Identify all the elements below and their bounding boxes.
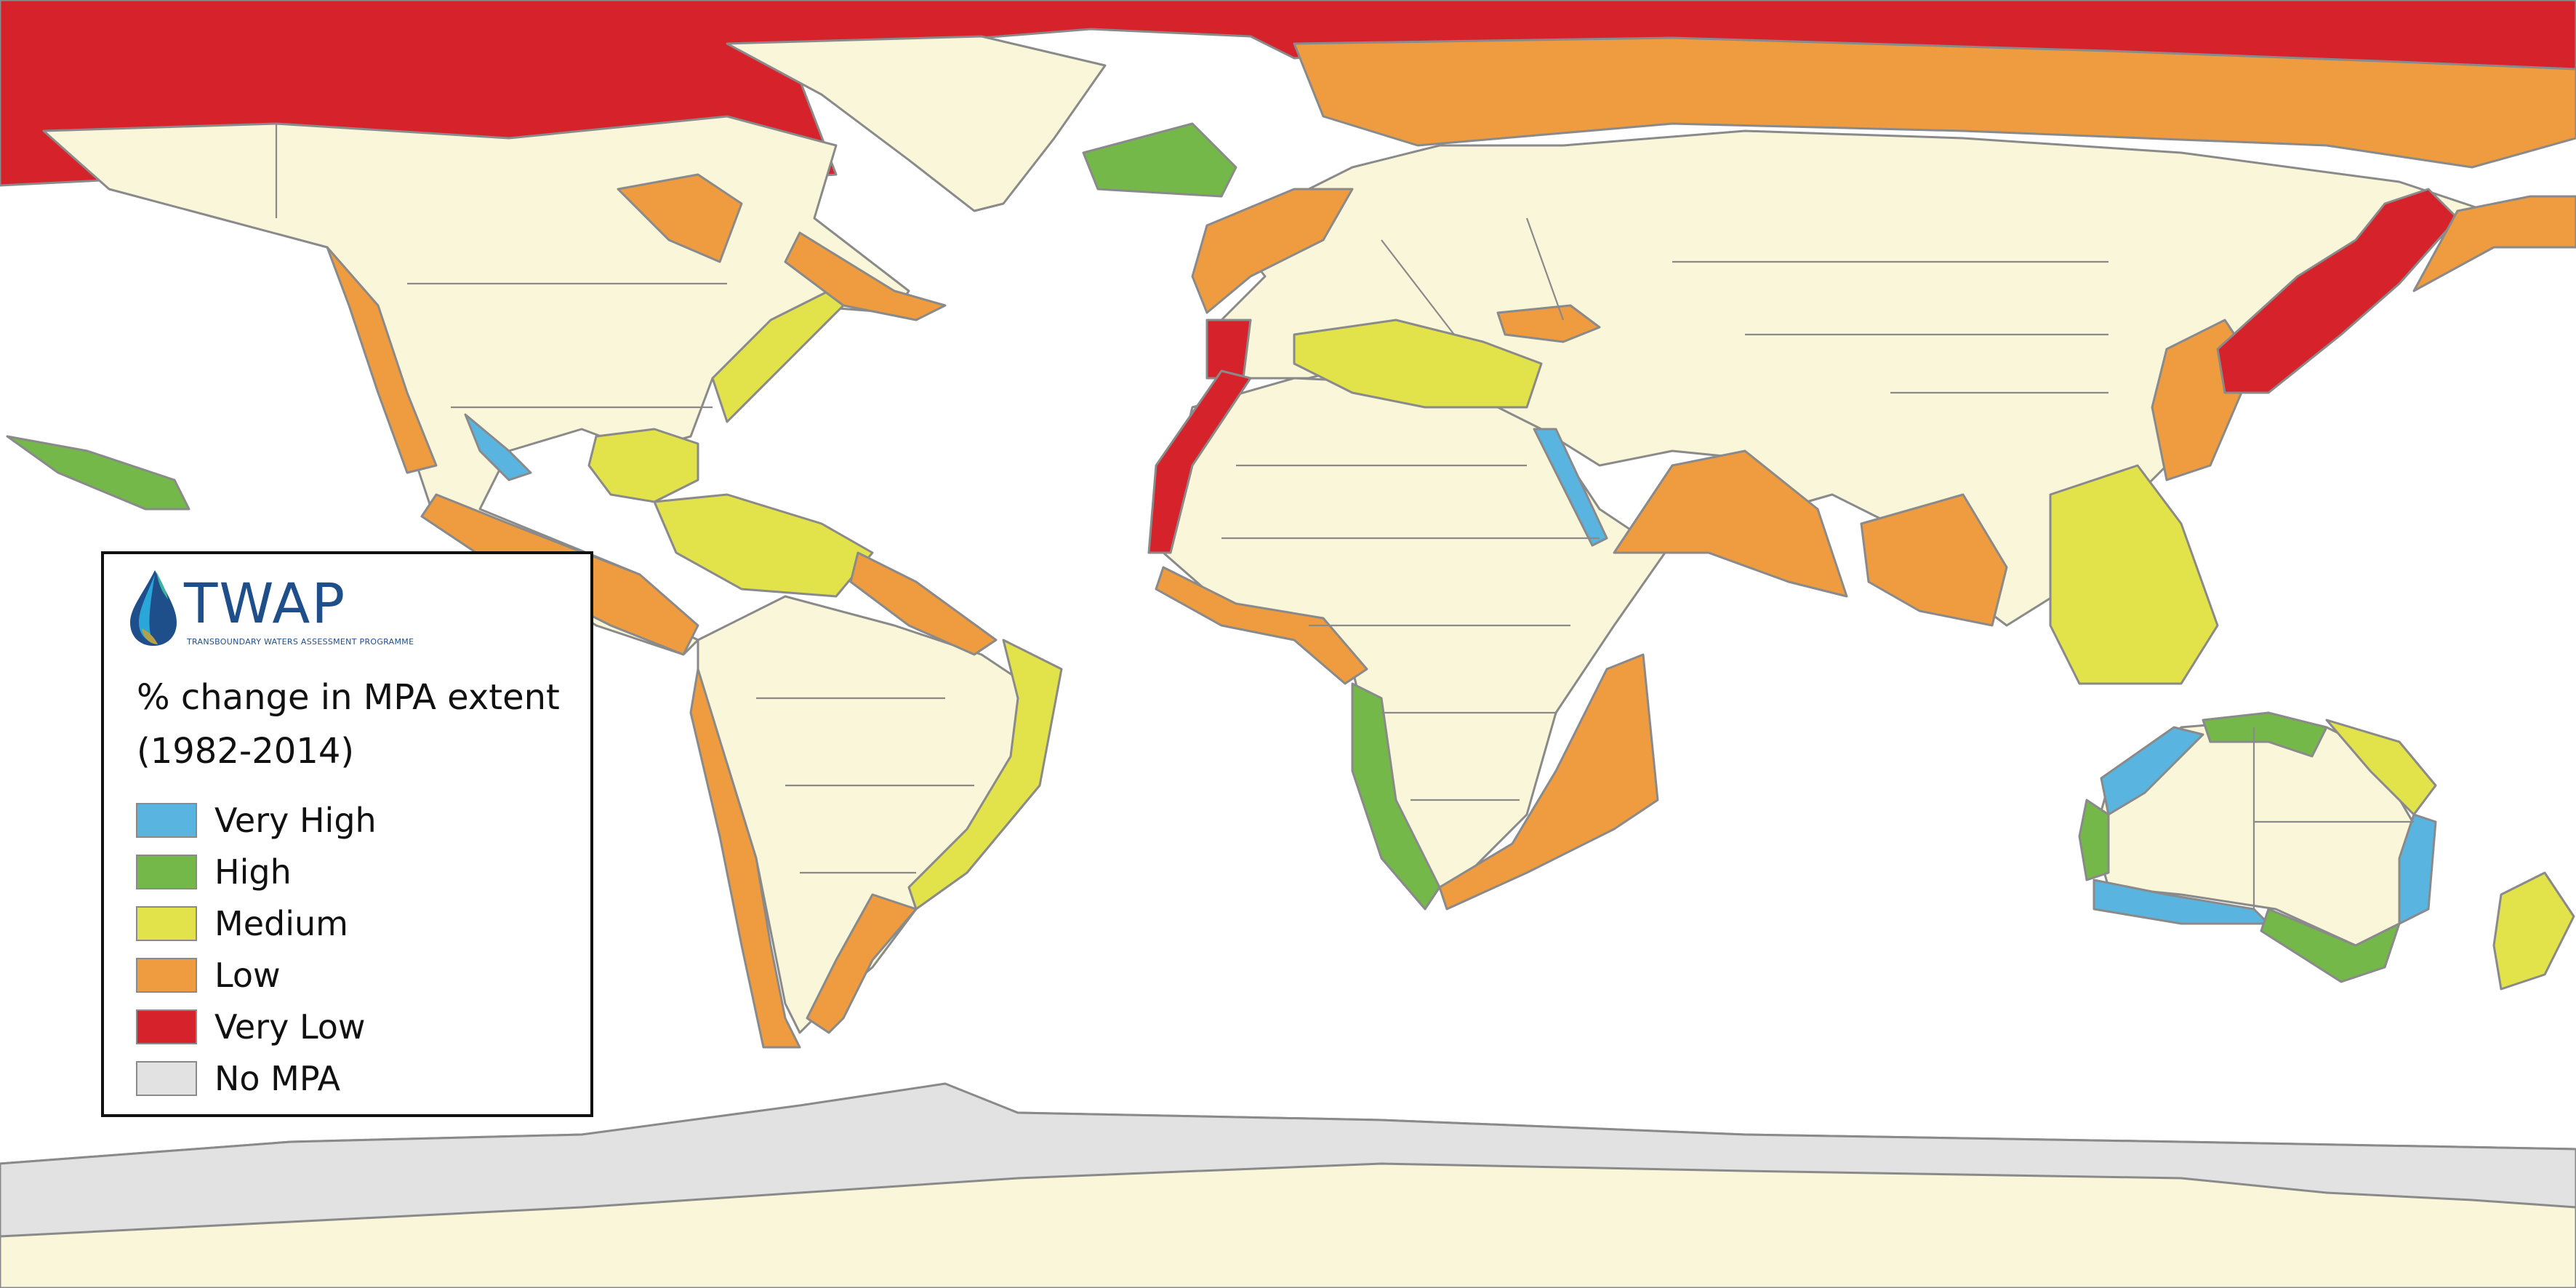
legend-item: Low <box>136 949 377 1001</box>
legend-item: Medium <box>136 897 377 949</box>
red-sea-zone-very-high <box>1533 428 1608 547</box>
canada-east-zone-low <box>784 231 947 321</box>
gulf-of-california-zone-very-high <box>464 413 532 481</box>
water-drop-icon <box>130 570 177 646</box>
australia-east-zone-very-high <box>2398 813 2437 925</box>
gulf-of-mexico-zone-medium <box>587 428 699 503</box>
gulf-of-guinea-zone-low <box>1155 566 1368 685</box>
australia-northeast-zone-medium <box>2325 719 2437 816</box>
us-west-coast-zone-low <box>326 246 438 474</box>
map-legend: TWAP TRANSBOUNDARY WATERS ASSESSMENT PRO… <box>101 551 593 1117</box>
caribbean-zone-medium <box>653 493 874 598</box>
legend-swatch <box>136 957 197 993</box>
antarctic-zone-no-mpa <box>0 1082 2576 1238</box>
legend-item: Very Low <box>136 1001 377 1052</box>
legend-title-line2: (1982-2014) <box>137 731 355 772</box>
logo-subtitle: TRANSBOUNDARY WATERS ASSESSMENT PROGRAMM… <box>187 637 414 647</box>
hudson-bay-zone-low <box>617 173 743 263</box>
north-atlantic-zone-high <box>1082 122 1237 198</box>
legend-swatch <box>136 1009 197 1044</box>
iberia-zone-very-low <box>1205 319 1252 380</box>
twap-logo: TWAP TRANSBOUNDARY WATERS ASSESSMENT PRO… <box>126 567 414 655</box>
legend-label: Low <box>214 955 281 995</box>
legend-swatch <box>136 854 197 889</box>
legend-item: No MPA <box>136 1052 377 1104</box>
australia-northwest-zone-very-high <box>2100 726 2204 816</box>
southeast-africa-zone-low <box>1438 653 1659 911</box>
bay-of-bengal-zone-low <box>1860 493 2008 627</box>
country-borders <box>275 124 2414 909</box>
arabian-sea-zone-low <box>1613 449 1848 598</box>
namibia-zone-high <box>1351 682 1441 911</box>
australia-west-zone-high <box>2078 799 2110 881</box>
legend-swatch <box>136 905 197 941</box>
north-sea-zone-low <box>1191 188 1354 314</box>
legend-label: No MPA <box>214 1058 341 1098</box>
legend-swatch <box>136 802 197 838</box>
north-brazil-zone-low <box>849 551 998 656</box>
greenland-land <box>726 35 1107 212</box>
peru-chile-zone-low <box>689 668 801 1049</box>
logo-wordmark: TWAP <box>184 571 347 636</box>
northwest-africa-zone-very-low <box>1147 369 1252 554</box>
legend-title-line1: % change in MPA extent <box>137 677 560 718</box>
legend-label: Very High <box>214 800 377 840</box>
northwest-pacific-zone-low <box>2412 195 2576 292</box>
legend-items: Very High High Medium Low Very Low No MP… <box>136 794 377 1104</box>
legend-label: Medium <box>214 903 348 943</box>
legend-label: Very Low <box>214 1007 366 1047</box>
mediterranean-zone-medium <box>1293 319 1543 409</box>
legend-title: % change in MPA extent (1982-2014) <box>137 671 587 779</box>
legend-item: Very High <box>136 794 377 846</box>
australia-south-zone-high <box>2260 908 2401 983</box>
australia-north-zone-high <box>2202 711 2328 758</box>
legend-item: High <box>136 846 377 897</box>
hawaii-zone-high <box>6 435 190 511</box>
legend-swatch <box>136 1060 197 1096</box>
legend-label: High <box>214 852 292 892</box>
arctic-zone-low <box>1293 36 2576 169</box>
brazil-east-zone-medium <box>907 639 1063 911</box>
patagonia-zone-low <box>806 893 918 1034</box>
south-china-sea-zone-medium <box>2049 464 2219 685</box>
new-zealand-zone-medium <box>2492 871 2575 991</box>
